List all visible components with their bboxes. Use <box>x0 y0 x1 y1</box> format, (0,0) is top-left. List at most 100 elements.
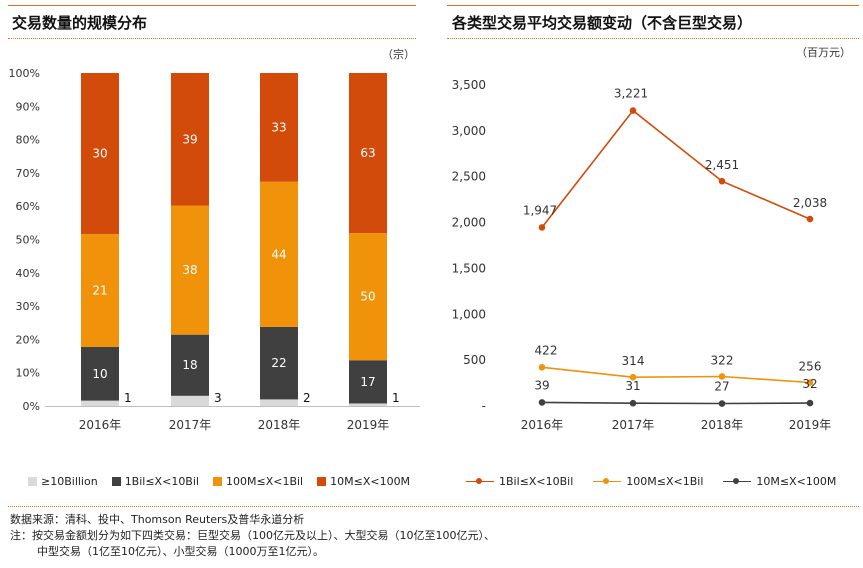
bar-data-label: 1 <box>124 391 132 405</box>
bar-data-label: 2 <box>303 391 311 405</box>
line-data-label: 39 <box>534 378 549 392</box>
series-point-1bil-x-10bil-1 <box>538 224 546 231</box>
series-line-100m-x-1bil <box>541 366 811 384</box>
legend-label: 100M≤X<1Bil <box>225 475 304 488</box>
bar-data-label: 18 <box>182 358 197 372</box>
x-tick-label: 2019年 <box>789 418 832 432</box>
x-tick-label: 2016年 <box>521 418 564 432</box>
legend-swatch <box>317 477 327 486</box>
bar-data-label: 39 <box>182 132 197 146</box>
y-tick-label: 2,500 <box>452 170 486 184</box>
left-chart-title: 交易数量的规模分布 <box>12 14 148 32</box>
line-data-label: 3,221 <box>614 87 648 101</box>
bar-data-label: 30 <box>92 147 107 161</box>
bar-segment-100m-x-1bil-4 <box>349 233 387 361</box>
left-title-bottom-rule <box>8 38 416 39</box>
bar-segment-10m-x-100m-1 <box>81 73 119 235</box>
bar-segment-100m-x-1bil-3 <box>260 181 298 327</box>
bar-data-label: 50 <box>360 290 375 304</box>
bar-segment-10m-x-100m-3 <box>260 73 298 182</box>
y-tick-label: 70% <box>16 167 40 180</box>
y-tick-label: 1,500 <box>452 261 486 275</box>
x-tick-label: 2017年 <box>169 418 212 432</box>
y-tick-label: 100% <box>9 67 40 80</box>
y-tick-label: 10% <box>16 367 40 380</box>
legend-swatch <box>212 477 222 486</box>
series-point-10m-x-100m-4 <box>806 399 814 407</box>
y-tick-label: 60% <box>16 200 40 213</box>
line-data-label: 322 <box>711 353 734 367</box>
y-tick-label: 30% <box>16 300 40 313</box>
legend-line-marker <box>723 477 752 487</box>
legend-item-10m-100m: 10M≤X<100M <box>317 475 410 488</box>
y-tick-label: 90% <box>16 100 40 113</box>
bar-data-label: 63 <box>360 146 375 160</box>
series-point-10m-x-100m-3 <box>718 400 726 407</box>
line-data-label: 314 <box>622 354 645 368</box>
legend-label: 100M≤X<1Bil <box>626 475 704 488</box>
bar-data-label: 22 <box>271 356 286 370</box>
legend-label: ≥10Billion <box>41 475 98 488</box>
right-title-bottom-rule <box>447 38 859 39</box>
bar-segment-10billion-2 <box>171 395 209 406</box>
y-tick-label: 20% <box>16 333 40 346</box>
legend-label: 10M≤X<100M <box>756 475 837 488</box>
y-tick-label: 1,000 <box>452 307 486 321</box>
right-chart-title: 各类型交易平均交易额变动（不含巨型交易） <box>452 14 753 32</box>
legend-label: 10M≤X<100M <box>330 475 411 488</box>
x-tick-label: 2017年 <box>612 418 655 432</box>
series-point-10m-x-100m-1 <box>538 399 546 406</box>
legend-item-100m-1bil-line: 100M≤X<1Bil <box>593 475 703 488</box>
bar-segment-10m-x-100m-2 <box>171 73 209 206</box>
line-data-label: 32 <box>802 377 817 391</box>
y-tick-label: 3,000 <box>452 124 486 138</box>
legend-line-marker <box>593 477 622 487</box>
footer-note-line1: 注：按交易金额划分为如下四类交易：巨型交易（100亿元及以上）、大型交易（10亿… <box>10 529 495 542</box>
left-legend: ≥10Billion 1Bil≤X<10Bil 100M≤X<1Bil 10M≤… <box>28 475 424 488</box>
line-data-label: 27 <box>714 380 729 394</box>
series-line-10m-x-100m <box>541 401 811 405</box>
left-chart-unit: （宗） <box>382 48 415 61</box>
bar-data-label: 21 <box>92 284 107 298</box>
series-point-100m-x-1bil-1 <box>538 363 546 371</box>
bar-segment-100m-x-1bil-1 <box>81 234 119 347</box>
bar-data-label: 33 <box>271 120 286 134</box>
bar-segment-1bil-x-10bil-4 <box>349 360 387 404</box>
bar-data-label: 44 <box>271 247 286 261</box>
line-data-label: 1,947 <box>523 203 557 217</box>
line-data-label: 2,038 <box>793 196 827 210</box>
right-legend: 1Bil≤X<10Bil 100M≤X<1Bil 10M≤X<100M <box>466 475 850 488</box>
bar-data-label: 10 <box>92 367 107 381</box>
legend-item-100m-1bil: 100M≤X<1Bil <box>212 475 304 488</box>
bar-data-label: 38 <box>182 263 197 277</box>
legend-item-1bil-10bil: 1Bil≤X<10Bil <box>111 475 199 488</box>
x-tick-label: 2018年 <box>258 418 301 432</box>
line-data-label: 31 <box>625 379 640 393</box>
bar-segment-10m-x-100m-4 <box>349 73 387 234</box>
series-point-10m-x-100m-2 <box>629 399 637 407</box>
legend-item-10m-100m-line: 10M≤X<100M <box>723 475 836 488</box>
bar-segment-100m-x-1bil-2 <box>171 205 209 335</box>
line-data-label: 2,451 <box>705 158 739 172</box>
y-tick-label: 50% <box>16 234 40 247</box>
bar-segment-1bil-x-10bil-3 <box>260 326 298 400</box>
legend-label: 1Bil≤X<10Bil <box>499 475 574 488</box>
line-data-label: 422 <box>535 343 558 357</box>
y-tick-label: 40% <box>16 267 40 280</box>
series-point-100m-x-1bil-4 <box>806 379 814 386</box>
footer-note-line2: 中型交易（1亿至10亿元）、小型交易（1000万至1亿元）。 <box>37 545 324 558</box>
x-tick-label: 2019年 <box>347 418 390 432</box>
bar-segment-10billion-3 <box>260 399 298 406</box>
series-point-100m-x-1bil-3 <box>718 373 726 380</box>
line-data-label: 256 <box>799 360 822 374</box>
bar-segment-1bil-x-10bil-1 <box>81 346 119 401</box>
x-tick-label: 2016年 <box>79 418 122 432</box>
y-tick-label: 2,000 <box>452 216 486 230</box>
series-point-1bil-x-10bil-3 <box>718 177 726 185</box>
legend-item-ge10billion: ≥10Billion <box>28 475 98 488</box>
right-chart-unit: （百万元） <box>796 46 851 59</box>
bar-data-label: 1 <box>392 391 400 405</box>
bar-segment-10billion-1 <box>81 400 119 406</box>
footer-rule <box>8 506 859 507</box>
right-title-top-rule <box>447 5 859 6</box>
